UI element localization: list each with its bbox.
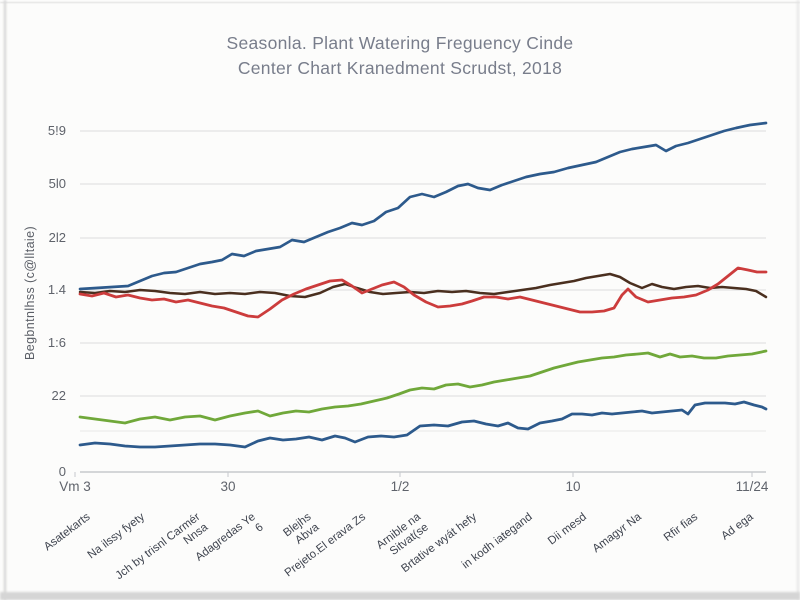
line-red-flat <box>78 266 768 319</box>
y-tick-label: 1:6 <box>47 335 66 350</box>
chart-title: Seasonla. Plant Watering Freguency Cinde… <box>120 31 680 81</box>
line-dark-blue-lower <box>78 400 768 449</box>
x-tick-label: 10 <box>565 479 581 494</box>
x-tick-label: 30 <box>220 479 236 494</box>
photo-edge-left <box>4 0 6 600</box>
line-green-rising <box>78 349 768 425</box>
chart-title-line2: Center Chart Kranedment Scrudst, 2018 <box>237 58 563 78</box>
x-tick-label: 11/24 <box>735 479 769 494</box>
photo-edge-right <box>797 0 799 600</box>
x-tick-label: 1/2 <box>390 479 410 494</box>
chart-title-line1: Seasonla. Plant Watering Freguency Cinde <box>226 33 574 53</box>
y-tick-label: 22 <box>51 388 66 403</box>
y-tick-label: 0 <box>58 464 66 479</box>
photo-edge-top <box>0 2 800 3</box>
y-tick-label: 5!9 <box>47 123 66 138</box>
x-tick-label: Vm 3 <box>59 479 91 494</box>
line-dark-blue-upper <box>78 121 768 291</box>
y-tick-label: 5l0 <box>48 176 66 191</box>
y-axis-title: Begbntnlhss (c@lltaie) <box>23 225 37 361</box>
y-tick-label: 2l2 <box>48 230 66 245</box>
y-tick-label: 1.4 <box>47 282 66 297</box>
photo-edge-bottom <box>0 592 800 600</box>
line-dark-brown-flat <box>78 272 768 299</box>
